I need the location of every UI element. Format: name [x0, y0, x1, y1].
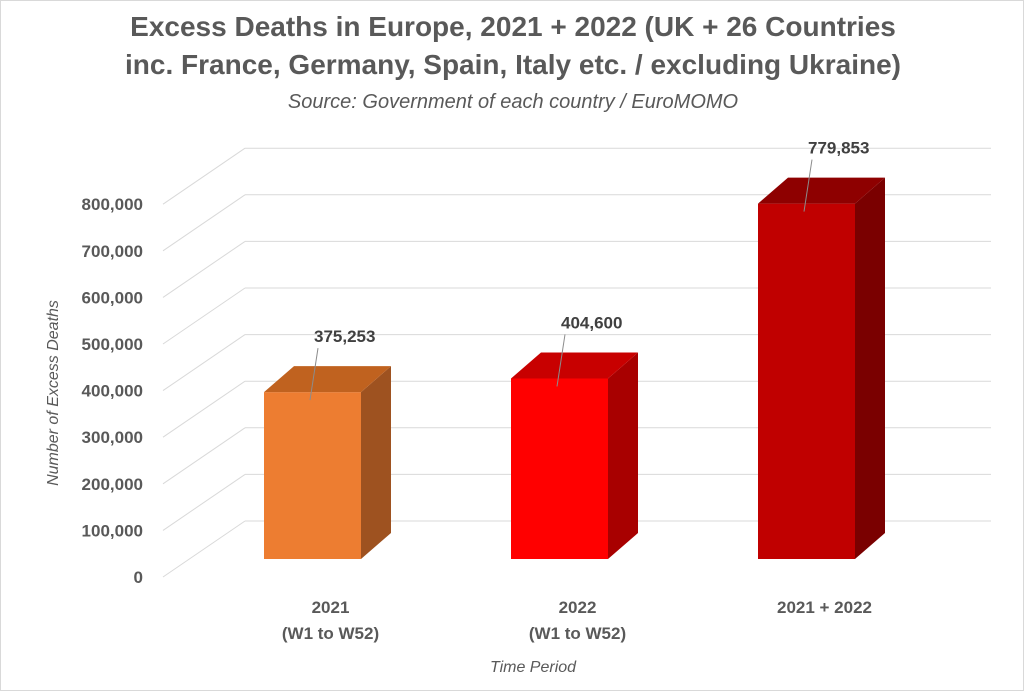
x-category-label: 2021 — [312, 598, 350, 617]
x-axis-categories: 2021 (W1 to W52) 2022 (W1 to W52) 2021 + 202… — [282, 598, 872, 643]
x-category-label: 2021 + 2022 — [777, 598, 872, 617]
data-label: 404,600 — [561, 313, 622, 332]
gridline-side — [162, 334, 246, 392]
bar-top — [758, 177, 885, 204]
y-tick-label: 700,000 — [82, 242, 143, 261]
y-tick-label: 400,000 — [82, 382, 143, 401]
x-category-label: 2022 — [559, 598, 597, 617]
gridline-side — [162, 194, 246, 252]
gridline-side — [162, 473, 246, 531]
y-tick-label: 600,000 — [82, 288, 143, 307]
y-tick-label: 200,000 — [82, 475, 143, 494]
bar-top — [511, 352, 638, 379]
bar-side — [361, 366, 391, 559]
y-axis-ticks: 0 100,000 200,000 300,000 400,000 500,000 600,… — [82, 195, 143, 587]
data-label-leader — [309, 348, 319, 401]
y-tick-label: 800,000 — [82, 195, 143, 214]
gridline-side — [162, 380, 246, 438]
x-category-label: (W1 to W52) — [529, 624, 626, 643]
y-axis-title: Number of Excess Deaths — [45, 300, 62, 486]
y-tick-label: 300,000 — [82, 428, 143, 447]
chart-title-line-2: inc. France, Germany, Spain, Italy etc. … — [125, 49, 901, 80]
data-label-leader — [803, 159, 813, 212]
gridline-side — [162, 520, 246, 578]
bar-top — [264, 366, 391, 393]
gridline-side — [162, 287, 246, 345]
bar-front — [511, 378, 608, 559]
x-axis-title: Time Period — [490, 659, 577, 676]
gridline-side — [162, 427, 246, 485]
bars — [264, 177, 885, 559]
y-tick-label: 100,000 — [82, 521, 143, 540]
data-label: 375,253 — [314, 327, 375, 346]
data-label-leader — [556, 334, 566, 387]
chart-subtitle: Source: Government of each country / Eur… — [287, 91, 739, 113]
gridline-side — [162, 240, 246, 298]
y-tick-label: 500,000 — [82, 335, 143, 354]
bar-side — [855, 177, 885, 559]
x-category-label: (W1 to W52) — [282, 624, 379, 643]
bar-side — [608, 352, 638, 559]
bar-front — [758, 203, 855, 559]
chart-title-line-1: Excess Deaths in Europe, 2021 + 2022 (UK… — [130, 11, 896, 42]
bar-front — [264, 392, 361, 559]
data-label: 779,853 — [808, 139, 869, 158]
gridline-side — [162, 147, 246, 205]
data-labels: 375,253 404,600 779,853 — [309, 139, 869, 401]
y-tick-label: 0 — [134, 568, 143, 587]
